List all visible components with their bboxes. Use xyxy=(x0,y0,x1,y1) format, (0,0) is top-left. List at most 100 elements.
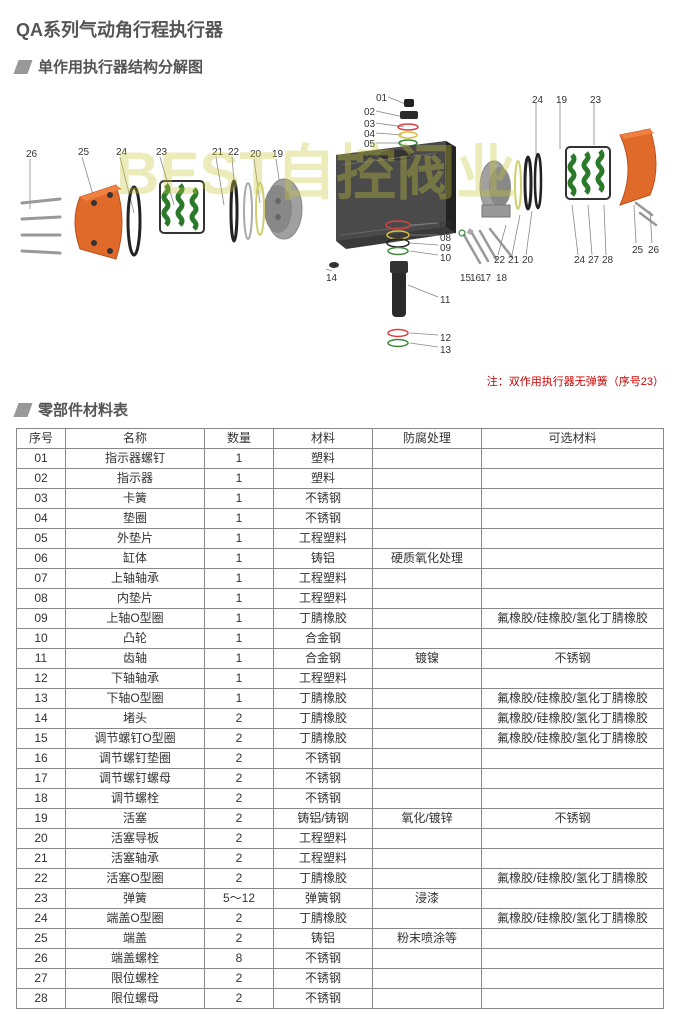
table-cell xyxy=(373,989,482,1009)
callout-28: 28 xyxy=(602,255,613,266)
th-opt: 可选材料 xyxy=(482,429,664,449)
table-cell: 13 xyxy=(17,689,66,709)
table-row: 11齿轴1合金钢镀镍不锈钢 xyxy=(17,649,664,669)
table-cell: 不锈钢 xyxy=(482,809,664,829)
table-cell xyxy=(373,749,482,769)
table-cell: 工程塑料 xyxy=(274,829,373,849)
table-cell: 调节螺钉垫圈 xyxy=(66,749,205,769)
table-cell: 端盖O型圈 xyxy=(66,909,205,929)
table-cell xyxy=(482,949,664,969)
table-row: 20活塞导板2工程塑料 xyxy=(17,829,664,849)
callout-11: 11 xyxy=(440,295,450,306)
table-row: 25端盖2铸铝粉末喷涂等 xyxy=(17,929,664,949)
section-marker-icon xyxy=(13,60,32,74)
table-cell: 06 xyxy=(17,549,66,569)
table-row: 10凸轮1合金钢 xyxy=(17,629,664,649)
table-cell: 氟橡胶/硅橡胶/氢化丁腈橡胶 xyxy=(482,709,664,729)
table-cell: 5～12 xyxy=(205,889,274,909)
table-cell: 堵头 xyxy=(66,709,205,729)
table-cell: 1 xyxy=(205,569,274,589)
table-cell: 27 xyxy=(17,969,66,989)
table-cell: 垫圈 xyxy=(66,509,205,529)
table-cell: 不锈钢 xyxy=(274,749,373,769)
table-cell: 丁腈橡胶 xyxy=(274,729,373,749)
table-cell: 19 xyxy=(17,809,66,829)
table-cell: 调节螺钉O型圈 xyxy=(66,729,205,749)
table-cell xyxy=(373,769,482,789)
table-row: 02指示器1塑料 xyxy=(17,469,664,489)
table-cell: 不锈钢 xyxy=(274,789,373,809)
table-cell xyxy=(373,869,482,889)
table-row: 27限位螺栓2不锈钢 xyxy=(17,969,664,989)
table-cell: 2 xyxy=(205,789,274,809)
table-cell xyxy=(482,489,664,509)
table-cell: 不锈钢 xyxy=(274,949,373,969)
table-row: 16调节螺钉垫圈2不锈钢 xyxy=(17,749,664,769)
table-row: 28限位螺母2不锈钢 xyxy=(17,989,664,1009)
table-cell: 11 xyxy=(17,649,66,669)
table-cell: 丁腈橡胶 xyxy=(274,869,373,889)
th-name: 名称 xyxy=(66,429,205,449)
table-cell: 硬质氧化处理 xyxy=(373,549,482,569)
table-cell: 塑料 xyxy=(274,469,373,489)
table-row: 13下轴O型圈1丁腈橡胶氟橡胶/硅橡胶/氢化丁腈橡胶 xyxy=(17,689,664,709)
table-cell: 2 xyxy=(205,909,274,929)
table-cell xyxy=(482,449,664,469)
table-cell: 浸漆 xyxy=(373,889,482,909)
table-row: 01指示器螺钉1塑料 xyxy=(17,449,664,469)
table-cell xyxy=(373,529,482,549)
callout-13: 13 xyxy=(440,345,451,356)
callout-27: 27 xyxy=(588,255,599,266)
table-cell: 工程塑料 xyxy=(274,589,373,609)
th-mat: 材料 xyxy=(274,429,373,449)
table-cell xyxy=(482,969,664,989)
th-seq: 序号 xyxy=(17,429,66,449)
th-qty: 数量 xyxy=(205,429,274,449)
table-cell: 1 xyxy=(205,469,274,489)
table-cell: 弹簧 xyxy=(66,889,205,909)
table-cell xyxy=(373,909,482,929)
callout-12: 12 xyxy=(440,333,451,344)
diagram-note: 注：双作用执行器无弹簧（序号23） xyxy=(16,373,664,389)
parts-table: 序号 名称 数量 材料 防腐处理 可选材料 01指示器螺钉1塑料02指示器1塑料… xyxy=(16,428,664,1009)
table-cell: 外垫片 xyxy=(66,529,205,549)
table-cell: 2 xyxy=(205,929,274,949)
section-table-header: 零部件材料表 xyxy=(16,399,664,420)
th-treat: 防腐处理 xyxy=(373,429,482,449)
table-cell xyxy=(482,889,664,909)
table-cell: 不锈钢 xyxy=(274,509,373,529)
table-cell: 15 xyxy=(17,729,66,749)
table-cell: 合金钢 xyxy=(274,629,373,649)
table-cell: 铸铝/铸钢 xyxy=(274,809,373,829)
table-cell: 端盖螺栓 xyxy=(66,949,205,969)
table-cell xyxy=(373,849,482,869)
table-cell: 2 xyxy=(205,829,274,849)
table-cell xyxy=(482,629,664,649)
table-cell: 下轴轴承 xyxy=(66,669,205,689)
table-row: 18调节螺栓2不锈钢 xyxy=(17,789,664,809)
table-row: 26端盖螺栓8不锈钢 xyxy=(17,949,664,969)
callout-10: 10 xyxy=(440,253,451,264)
table-cell: 08 xyxy=(17,589,66,609)
table-cell: 氟橡胶/硅橡胶/氢化丁腈橡胶 xyxy=(482,729,664,749)
table-cell xyxy=(482,569,664,589)
table-cell: 不锈钢 xyxy=(274,769,373,789)
table-cell xyxy=(482,509,664,529)
table-cell xyxy=(482,749,664,769)
table-cell: 2 xyxy=(205,969,274,989)
table-cell: 14 xyxy=(17,709,66,729)
table-cell: 合金钢 xyxy=(274,649,373,669)
table-cell: 1 xyxy=(205,629,274,649)
table-cell: 弹簧钢 xyxy=(274,889,373,909)
table-cell: 2 xyxy=(205,729,274,749)
table-cell: 指示器螺钉 xyxy=(66,449,205,469)
table-cell: 12 xyxy=(17,669,66,689)
table-cell: 调节螺栓 xyxy=(66,789,205,809)
section-marker-icon xyxy=(13,403,32,417)
table-cell: 活塞导板 xyxy=(66,829,205,849)
table-cell: 22 xyxy=(17,869,66,889)
callout-05: 05 xyxy=(364,139,375,150)
callout-19: 19 xyxy=(556,95,567,106)
table-cell: 2 xyxy=(205,989,274,1009)
table-cell: 指示器 xyxy=(66,469,205,489)
